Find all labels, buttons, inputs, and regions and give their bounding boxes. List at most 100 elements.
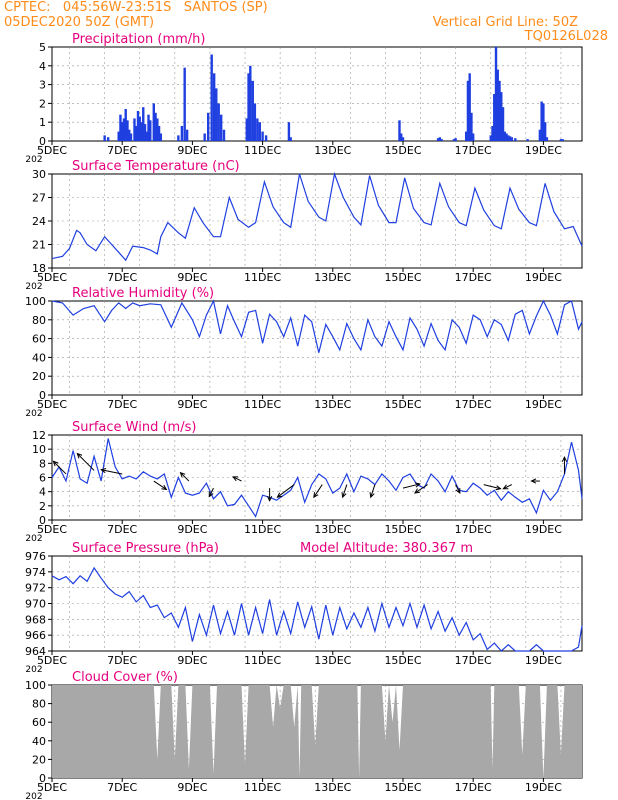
wind-vector-head: [369, 492, 375, 499]
cloud-xtick-label: 7DEC: [107, 781, 137, 794]
precip-bar: [103, 135, 106, 141]
humidity-series-line: [51, 299, 583, 353]
wind-ytick-label: 10: [32, 443, 46, 456]
wind-vector-head: [561, 456, 568, 462]
precipitation-ytick-label: 1: [39, 116, 46, 129]
cloud-xtick-label: 11DEC: [244, 781, 281, 794]
precip-bar: [454, 138, 457, 141]
wind-xtick-label: 9DEC: [177, 523, 207, 536]
wind-vector-head: [530, 478, 537, 484]
temperature-title: Surface Temperature (nC): [72, 159, 240, 174]
precip-bar: [222, 129, 226, 141]
precip-bar: [206, 112, 210, 141]
precip-bar: [489, 135, 492, 141]
humidity-year-label: 202: [25, 409, 42, 419]
precip-bar: [401, 137, 405, 141]
cloud-ytick-label: 100: [25, 679, 46, 692]
humidity-ytick-label: 100: [25, 295, 46, 308]
wind-vector: [342, 484, 348, 498]
temperature-xtick-label: 15DEC: [384, 271, 421, 284]
precipitation-year-label: 202: [25, 155, 42, 165]
cloud-xtick-label: 9DEC: [177, 781, 207, 794]
precip-bar: [464, 131, 468, 141]
precip-bar: [400, 133, 403, 141]
precip-bar: [147, 114, 150, 141]
humidity-ytick-label: 60: [32, 333, 46, 346]
precip-bar: [140, 122, 143, 141]
precip-bar: [440, 139, 443, 141]
wind-vector-head: [266, 496, 273, 502]
wind-vector: [232, 476, 242, 482]
precip-bar: [154, 112, 157, 141]
cloud-ytick-label: 20: [32, 753, 46, 766]
wind-vector-head: [414, 482, 421, 488]
pressure-ytick-label: 972: [25, 582, 46, 595]
wind-vector: [414, 484, 428, 494]
precip-bar: [261, 131, 264, 141]
precip-bar: [159, 133, 163, 141]
precipitation-ytick-label: 0: [39, 135, 46, 148]
humidity-xtick-label: 13DEC: [314, 398, 351, 411]
precip-bar: [507, 135, 510, 141]
wind-vector: [208, 487, 214, 497]
cloud-xtick-label: 15DEC: [384, 781, 421, 794]
cloud-year-label: 202: [25, 792, 42, 800]
temperature-xtick-label: 9DEC: [177, 271, 207, 284]
precip-bar: [452, 139, 456, 141]
wind-vector: [153, 480, 167, 490]
pressure-xtick-label: 11DEC: [244, 654, 281, 667]
precip-bar: [145, 131, 148, 141]
pressure-ytick-label: 974: [25, 566, 46, 579]
humidity-xtick-label: 7DEC: [107, 398, 137, 411]
wind-xtick-label: 17DEC: [455, 523, 492, 536]
grid-line-note: Vertical Grid Line: 50Z: [432, 15, 578, 30]
temperature-xtick-label: 13DEC: [314, 271, 351, 284]
cloud-xtick-label: 5DEC: [37, 781, 67, 794]
pressure-xtick-label: 5DEC: [37, 654, 67, 667]
temperature-xtick-label: 11DEC: [244, 271, 281, 284]
humidity-ytick-label: 40: [32, 351, 46, 364]
wind-vector: [180, 472, 190, 482]
precip-bar: [264, 135, 268, 141]
temperature-ytick-label: 24: [32, 215, 46, 228]
wind-vector-head: [179, 471, 186, 478]
precip-bar: [210, 54, 213, 141]
pressure-xtick-label: 15DEC: [384, 654, 421, 667]
wind-vector-head: [76, 452, 83, 459]
temperature-ytick-label: 21: [32, 239, 46, 252]
precip-bar: [258, 122, 261, 141]
wind-ytick-label: 0: [39, 514, 46, 527]
pressure-ytick-label: 964: [25, 645, 46, 658]
temperature-ytick-label: 30: [32, 168, 46, 181]
cloud-cover-area: [52, 685, 582, 778]
precip-bar: [510, 137, 514, 141]
cloud-xtick-label: 19DEC: [525, 781, 562, 794]
precip-bar: [126, 120, 129, 141]
chart-header: CPTEC: 045:56W-23:51S SANTOS (SP) 05DEC2…: [0, 0, 618, 44]
wind-vector-head: [502, 484, 509, 490]
precip-bar: [287, 122, 291, 141]
precipitation-xtick-label: 17DEC: [455, 144, 492, 157]
precip-bar: [559, 139, 563, 141]
precip-bar: [133, 118, 136, 141]
precip-bar: [498, 80, 501, 141]
pressure-xtick-label: 9DEC: [177, 654, 207, 667]
pressure-xtick-label: 19DEC: [525, 654, 562, 667]
precipitation-xtick-label: 7DEC: [107, 144, 137, 157]
precip-bar: [183, 67, 186, 141]
precipitation-ytick-label: 4: [39, 60, 46, 73]
precip-bar: [143, 124, 147, 141]
precip-bar: [526, 139, 529, 141]
precip-bar: [185, 129, 189, 141]
humidity-ytick-label: 80: [32, 314, 46, 327]
wind-vector-head: [52, 460, 59, 467]
wind-vector-head: [232, 476, 239, 482]
precip-bar: [466, 80, 470, 141]
wind-vector: [277, 484, 295, 498]
precip-bar: [501, 107, 505, 141]
precip-bar: [503, 131, 506, 141]
precip-bar: [122, 118, 126, 141]
wind-vector: [370, 484, 376, 498]
precipitation-xtick-label: 9DEC: [177, 144, 207, 157]
humidity-ytick-label: 20: [32, 370, 46, 383]
